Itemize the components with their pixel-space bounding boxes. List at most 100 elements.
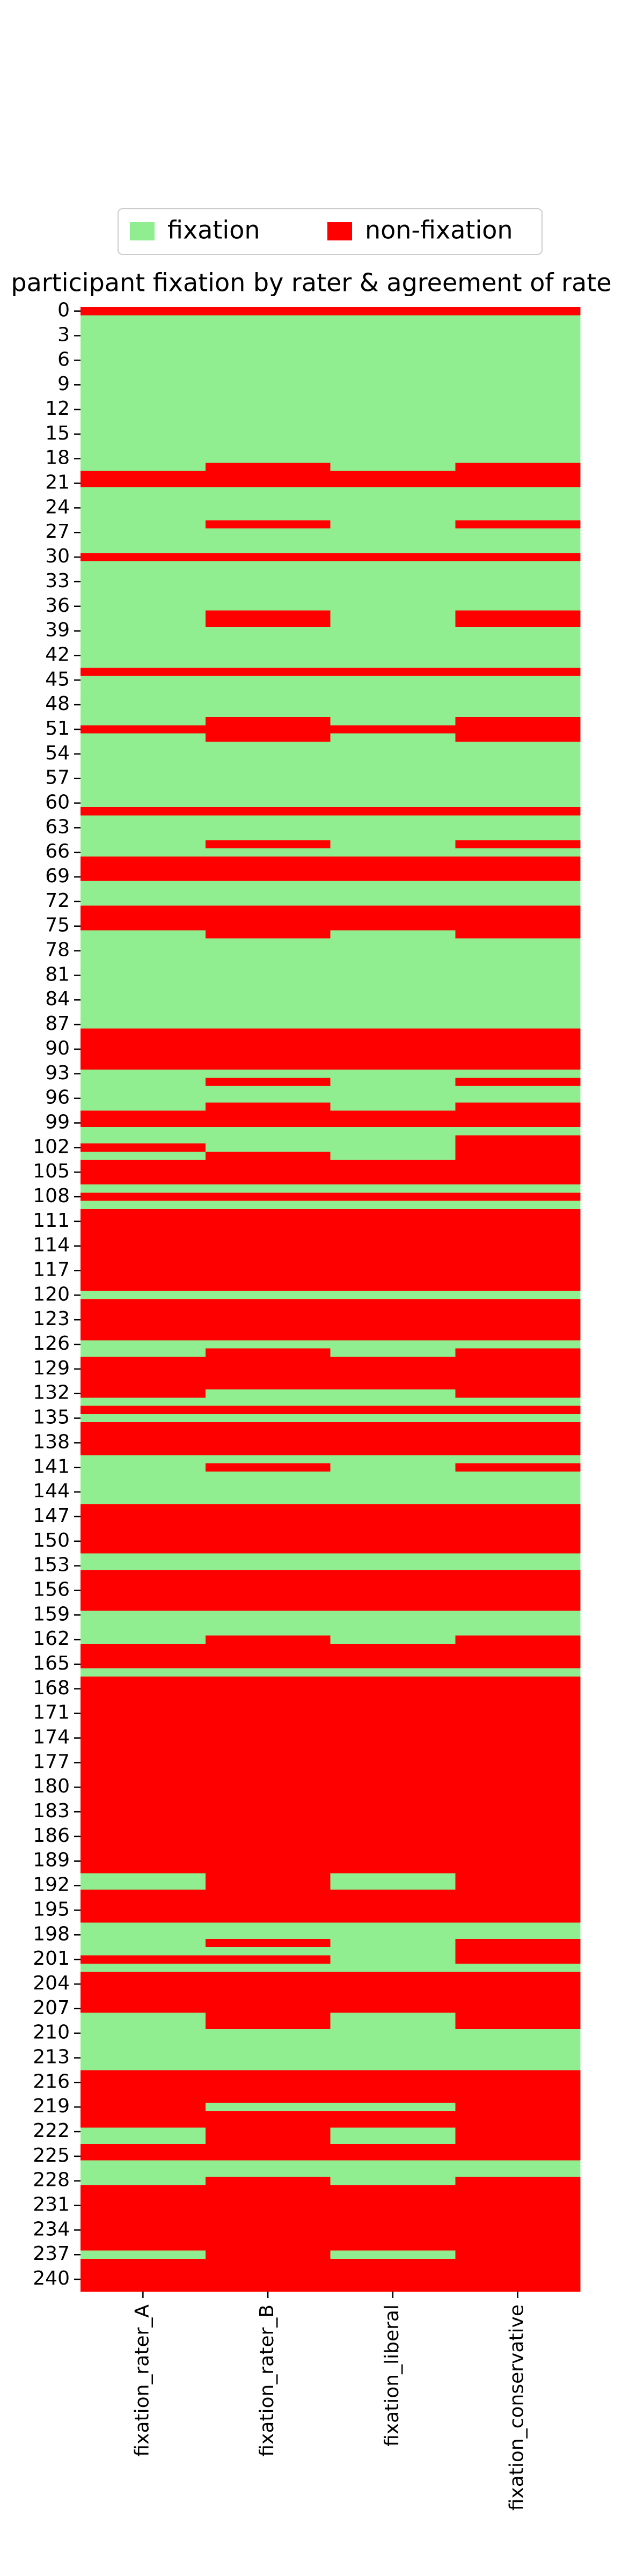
legend-label: non-fixation	[365, 216, 513, 245]
heatmap-cell	[80, 2218, 206, 2227]
heatmap-cell	[205, 1848, 331, 1857]
heatmap-cell	[330, 1275, 456, 1283]
heatmap-cell	[330, 1266, 456, 1275]
heatmap-cell	[205, 1914, 331, 1923]
heatmap-cell	[455, 340, 581, 348]
heatmap-cell	[330, 2143, 456, 2153]
heatmap-cell	[205, 1824, 331, 1833]
heatmap-cell	[205, 1758, 331, 1767]
heatmap-cell	[80, 750, 206, 758]
y-tick-label: 240	[33, 2267, 70, 2289]
y-tick-label: 6	[57, 348, 70, 370]
heatmap-cell	[455, 2218, 581, 2227]
heatmap-cell	[330, 1438, 456, 1447]
heatmap-cell	[330, 1619, 456, 1628]
heatmap-cell	[80, 897, 206, 906]
heatmap-cell	[455, 987, 581, 997]
heatmap-cell	[330, 1389, 456, 1398]
heatmap-cell	[205, 1332, 331, 1341]
heatmap-cell	[455, 2004, 581, 2013]
heatmap-cell	[80, 1685, 206, 1693]
heatmap-cell	[455, 848, 581, 857]
heatmap-cell	[80, 2177, 206, 2185]
heatmap-cell	[205, 1881, 331, 1890]
heatmap-cell	[80, 2135, 206, 2145]
heatmap-cell	[330, 545, 456, 553]
heatmap-cell	[205, 1414, 331, 1423]
heatmap-cell	[455, 1685, 581, 1693]
heatmap-cell	[205, 774, 331, 783]
heatmap-cell	[455, 1151, 581, 1160]
heatmap-cell	[80, 1791, 206, 1800]
heatmap-cell	[455, 1619, 581, 1628]
heatmap-cell	[455, 1709, 581, 1718]
heatmap-cell	[330, 1520, 456, 1529]
heatmap-cell	[330, 750, 456, 758]
heatmap-cell	[205, 922, 331, 931]
heatmap-cell	[205, 602, 331, 611]
y-tick-label: 54	[45, 742, 70, 764]
heatmap-cell	[80, 1381, 206, 1390]
heatmap-cell	[205, 1053, 331, 1062]
heatmap-cell	[455, 865, 581, 873]
heatmap-cell	[205, 1520, 331, 1529]
heatmap-cell	[205, 1118, 331, 1128]
heatmap-cell	[80, 1061, 206, 1070]
heatmap-cell	[205, 848, 331, 857]
y-tick-label: 141	[33, 1455, 70, 1477]
y-tick-label: 171	[33, 1702, 70, 1724]
y-tick-label: 96	[45, 1087, 70, 1109]
heatmap-cell	[205, 1586, 331, 1595]
heatmap-cell	[80, 610, 206, 619]
heatmap-cell	[330, 1775, 456, 1784]
heatmap-cell	[205, 1094, 331, 1103]
heatmap-cell	[455, 2209, 581, 2218]
heatmap-cell	[455, 1201, 581, 1210]
heatmap-cell	[455, 1627, 581, 1636]
heatmap-cell	[455, 2086, 581, 2095]
heatmap-cell	[330, 405, 456, 414]
heatmap-cell	[455, 1980, 581, 1989]
heatmap-cell	[80, 1118, 206, 1128]
heatmap-cell	[330, 536, 456, 545]
heatmap-cell	[80, 1455, 206, 1464]
heatmap-cell	[455, 823, 581, 832]
heatmap-cell	[330, 2127, 456, 2136]
y-tick-label: 150	[33, 1529, 70, 1552]
heatmap-cell	[330, 1070, 456, 1078]
heatmap-cell	[455, 2111, 581, 2120]
heatmap-cell	[80, 1192, 206, 1202]
heatmap-cell	[205, 1709, 331, 1718]
y-tick-label: 225	[33, 2145, 70, 2167]
heatmap-cell	[80, 2275, 206, 2284]
heatmap-cell	[455, 1471, 581, 1480]
heatmap-cell	[205, 446, 331, 455]
heatmap-cell	[80, 1520, 206, 1529]
heatmap-cell	[80, 577, 206, 587]
heatmap-cell	[330, 1291, 456, 1300]
heatmap-cell	[330, 1242, 456, 1250]
heatmap-cell	[205, 684, 331, 693]
heatmap-cell	[455, 364, 581, 373]
heatmap-cell	[330, 1988, 456, 1997]
heatmap-cell	[205, 807, 331, 816]
heatmap-cell	[455, 1660, 581, 1669]
y-tick-label: 186	[33, 1825, 70, 1847]
heatmap-cell	[205, 971, 331, 980]
heatmap-cell	[455, 1365, 581, 1374]
heatmap-cell	[80, 1586, 206, 1595]
heatmap-cell	[455, 668, 581, 677]
heatmap-cell	[455, 897, 581, 906]
heatmap-cell	[80, 668, 206, 677]
heatmap-cell	[205, 610, 331, 619]
heatmap-cell	[80, 922, 206, 931]
heatmap-cell	[205, 856, 331, 865]
heatmap-cell	[330, 1881, 456, 1890]
heatmap-cell	[80, 463, 206, 472]
heatmap-cell	[455, 996, 581, 1005]
heatmap-cell	[205, 692, 331, 701]
heatmap-cell	[80, 831, 206, 840]
heatmap-cell	[330, 848, 456, 857]
heatmap-cell	[330, 2062, 456, 2070]
heatmap-cell	[205, 1291, 331, 1300]
